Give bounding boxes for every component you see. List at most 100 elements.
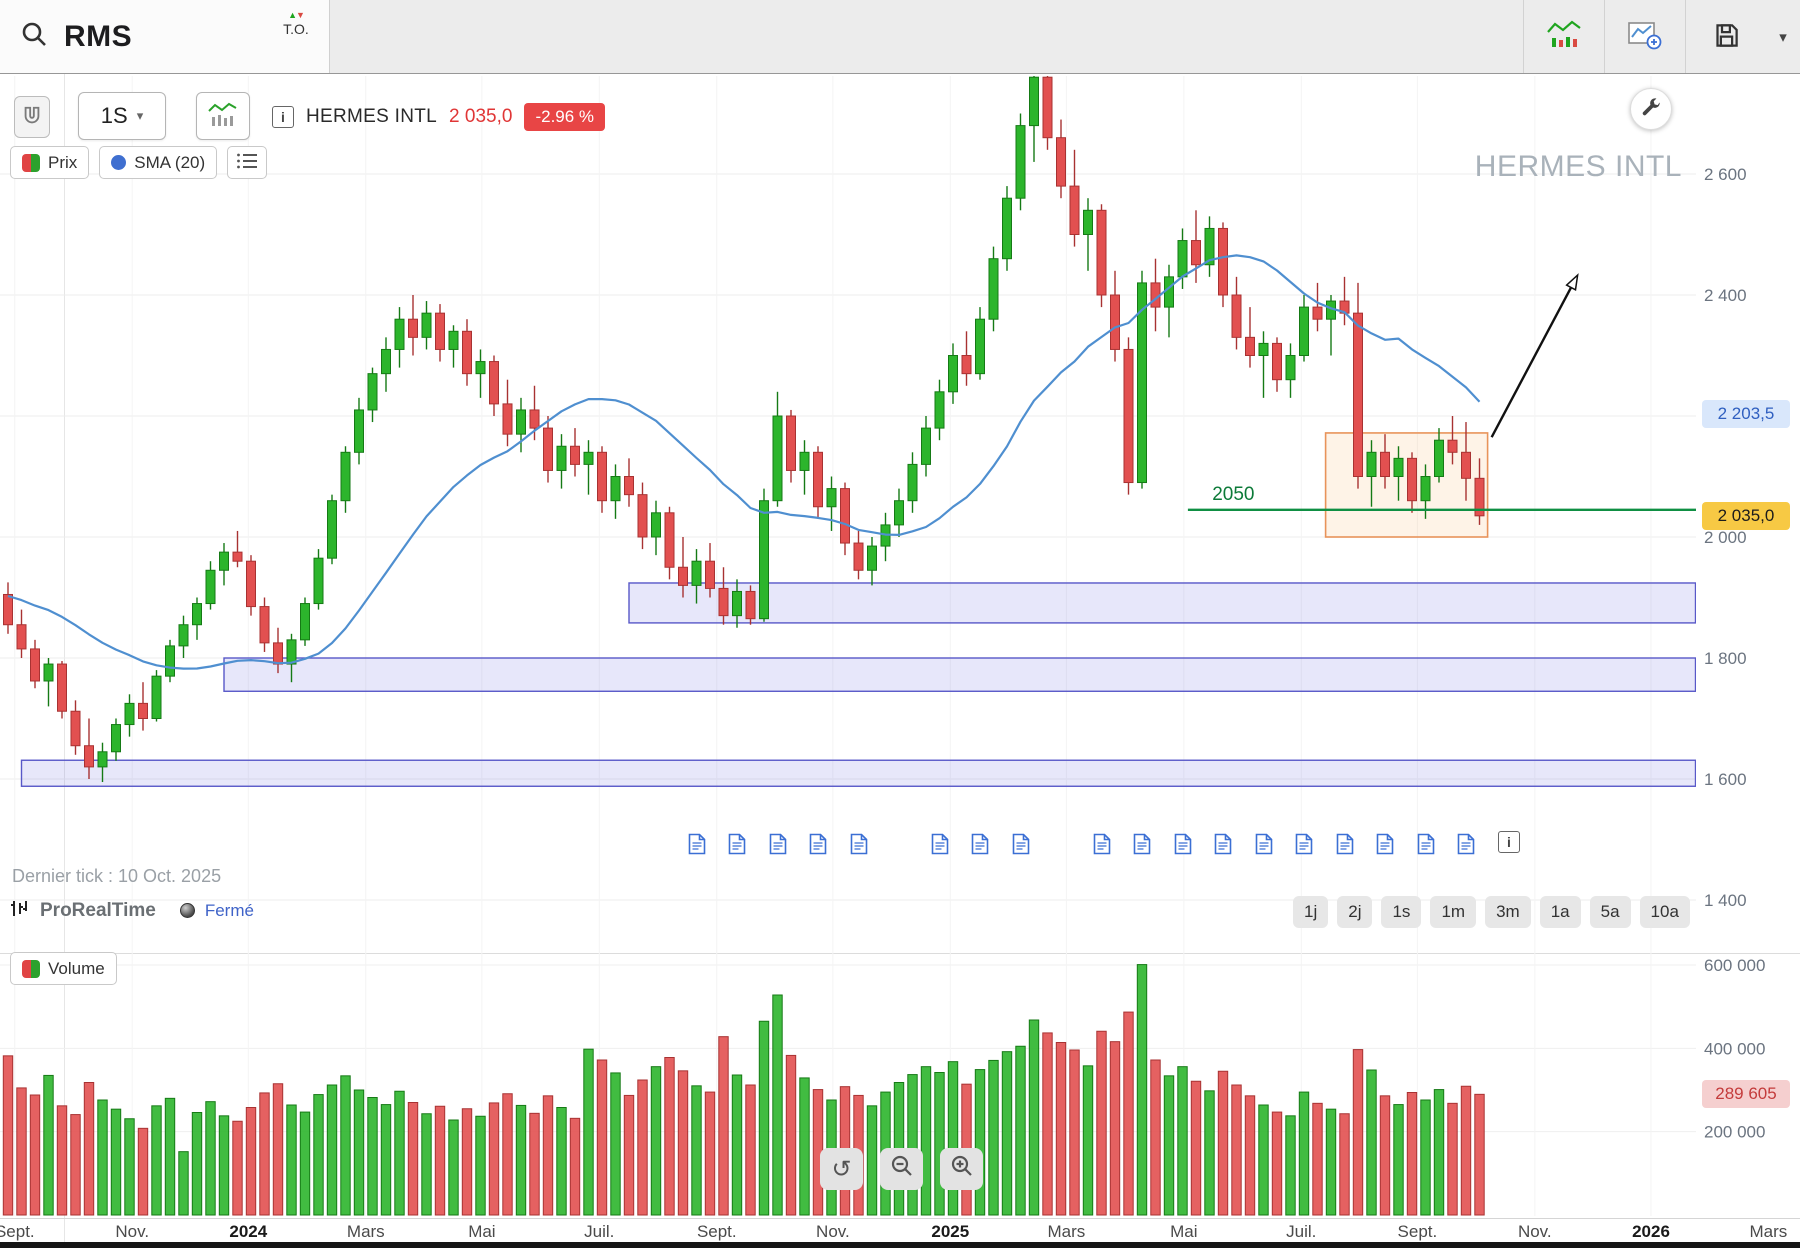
timeframe-button-1m[interactable]: 1m (1430, 896, 1477, 928)
last-volume-axis-badge: 289 605 (1702, 1080, 1790, 1109)
svg-text:1 800: 1 800 (1704, 649, 1747, 668)
svg-text:Nov.: Nov. (816, 1222, 850, 1241)
news-event-icon[interactable] (1376, 833, 1394, 855)
svg-text:200 000: 200 000 (1704, 1123, 1765, 1142)
gridlines (0, 76, 1696, 1216)
platform-name: ProRealTime (40, 899, 156, 921)
svg-text:Juil.: Juil. (584, 1222, 614, 1241)
time-axis-labels: Sept. Nov. 2024 Mars Mai Juil. Sept. Nov. 2025 Ma… (0, 1222, 1787, 1241)
timeframe-selector[interactable]: 1S ▾ (78, 92, 166, 140)
support-zone[interactable] (20, 759, 1696, 787)
volume-color-icon (22, 959, 40, 978)
timeframe-button-1a[interactable]: 1a (1539, 896, 1581, 928)
svg-text:Mai: Mai (1170, 1222, 1197, 1241)
bottom-bar (0, 1242, 1800, 1248)
timeframe-button-1s[interactable]: 1s (1381, 896, 1422, 928)
timeframe-value: 1S (100, 103, 128, 128)
zoom-controls: ↺ (820, 1148, 983, 1190)
topbar-actions: ▾ (1523, 0, 1800, 73)
sma-legend-chip[interactable]: SMA (20) (99, 146, 218, 179)
news-event-icon[interactable] (1174, 833, 1192, 855)
event-markers (0, 833, 1700, 859)
news-event-icon[interactable] (1255, 833, 1273, 855)
zoom-in-icon (950, 1154, 974, 1185)
zoom-out-button[interactable] (880, 1148, 923, 1190)
indicator-list-button[interactable] (227, 146, 268, 179)
highlight-box[interactable] (1324, 432, 1489, 538)
reset-zoom-button[interactable]: ↺ (820, 1148, 863, 1190)
save-floppy-icon (1713, 22, 1740, 52)
new-chart-button[interactable] (1605, 0, 1685, 73)
indicators-button[interactable] (1524, 0, 1604, 73)
events-info-icon[interactable]: i (1498, 831, 1520, 853)
news-event-icon[interactable] (1336, 833, 1354, 855)
sma-axis-badge: 2 203,5 (1702, 399, 1790, 428)
symbol-search-area[interactable]: RMS ▲▼ T.O. (0, 0, 330, 73)
search-icon[interactable] (20, 20, 48, 53)
news-event-icon[interactable] (688, 833, 706, 855)
news-event-icon[interactable] (931, 833, 949, 855)
save-button[interactable] (1686, 0, 1766, 73)
volume-legend-row: Volume (10, 952, 117, 985)
news-event-icon[interactable] (1295, 833, 1313, 855)
chart-panes: 2050 (0, 76, 1696, 1216)
price-legend-chip[interactable]: Prix (10, 146, 90, 179)
timeframe-buttons: 1j 2j 1s 1m 3m 1a 5a 10a (1293, 896, 1690, 928)
timeframe-button-3m[interactable]: 3m (1485, 896, 1531, 928)
svg-text:Sept.: Sept. (697, 1222, 737, 1241)
timeframe-button-1j[interactable]: 1j (1293, 896, 1329, 928)
svg-text:1 400: 1 400 (1704, 891, 1747, 910)
zoom-in-button[interactable] (940, 1148, 983, 1190)
undo-icon: ↺ (831, 1155, 852, 1183)
svg-text:1 600: 1 600 (1704, 770, 1747, 789)
alert-line-label: 2050 (1212, 484, 1254, 505)
svg-text:Mai: Mai (468, 1222, 495, 1241)
timeframe-button-5a[interactable]: 5a (1589, 896, 1631, 928)
info-icon[interactable]: i (272, 106, 294, 128)
support-zone[interactable] (628, 582, 1696, 624)
magnet-icon (21, 104, 43, 131)
symbol-title: RMS (64, 19, 133, 53)
news-event-icon[interactable] (809, 833, 827, 855)
trading-orders-button[interactable]: ▲▼ T.O. (272, 10, 320, 37)
svg-text:2025: 2025 (931, 1222, 969, 1241)
volume-legend-chip[interactable]: Volume (10, 952, 117, 985)
timeframe-button-10a[interactable]: 10a (1639, 896, 1690, 928)
news-event-icon[interactable] (769, 833, 787, 855)
news-event-icon[interactable] (971, 833, 989, 855)
news-event-icon[interactable] (1214, 833, 1232, 855)
price-axis-labels: 2 600 2 400 2 000 1 800 1 600 1 400 600 000 400… (1704, 165, 1765, 1142)
svg-text:400 000: 400 000 (1704, 1039, 1765, 1058)
svg-text:Juil.: Juil. (1286, 1222, 1316, 1241)
chart-zoom-icon (1627, 19, 1663, 54)
trend-arrow[interactable] (1490, 277, 1577, 438)
news-event-icon[interactable] (1012, 833, 1030, 855)
timeframe-button-2j[interactable]: 2j (1337, 896, 1373, 928)
up-down-arrows-icon: ▲▼ (288, 10, 305, 20)
support-zone[interactable] (223, 657, 1696, 692)
change-percent-badge: -2.96 % (524, 103, 606, 131)
news-event-icon[interactable] (1457, 833, 1475, 855)
zoom-out-icon (890, 1154, 914, 1185)
news-event-icon[interactable] (850, 833, 868, 855)
volume-series (2, 964, 1485, 1216)
price-legend-label: Prix (48, 152, 78, 172)
sma-legend-label: SMA (20) (134, 152, 206, 172)
legend-row: Prix SMA (20) (10, 146, 268, 179)
volume-legend-label: Volume (48, 958, 105, 978)
news-event-icon[interactable] (728, 833, 746, 855)
svg-text:Mars: Mars (1750, 1222, 1788, 1241)
news-event-icon[interactable] (1133, 833, 1151, 855)
svg-text:2026: 2026 (1632, 1222, 1670, 1241)
chart-style-button[interactable] (196, 92, 250, 140)
sma-line[interactable] (7, 254, 1481, 670)
market-status-label[interactable]: Fermé (204, 900, 254, 920)
svg-text:Mars: Mars (1048, 1222, 1086, 1241)
chart-settings-button[interactable] (1630, 88, 1672, 130)
news-event-icon[interactable] (1093, 833, 1111, 855)
svg-text:2 600: 2 600 (1704, 165, 1747, 184)
news-event-icon[interactable] (1417, 833, 1435, 855)
save-menu-chevron[interactable]: ▾ (1766, 0, 1800, 73)
magnet-tool-button[interactable] (14, 96, 50, 138)
